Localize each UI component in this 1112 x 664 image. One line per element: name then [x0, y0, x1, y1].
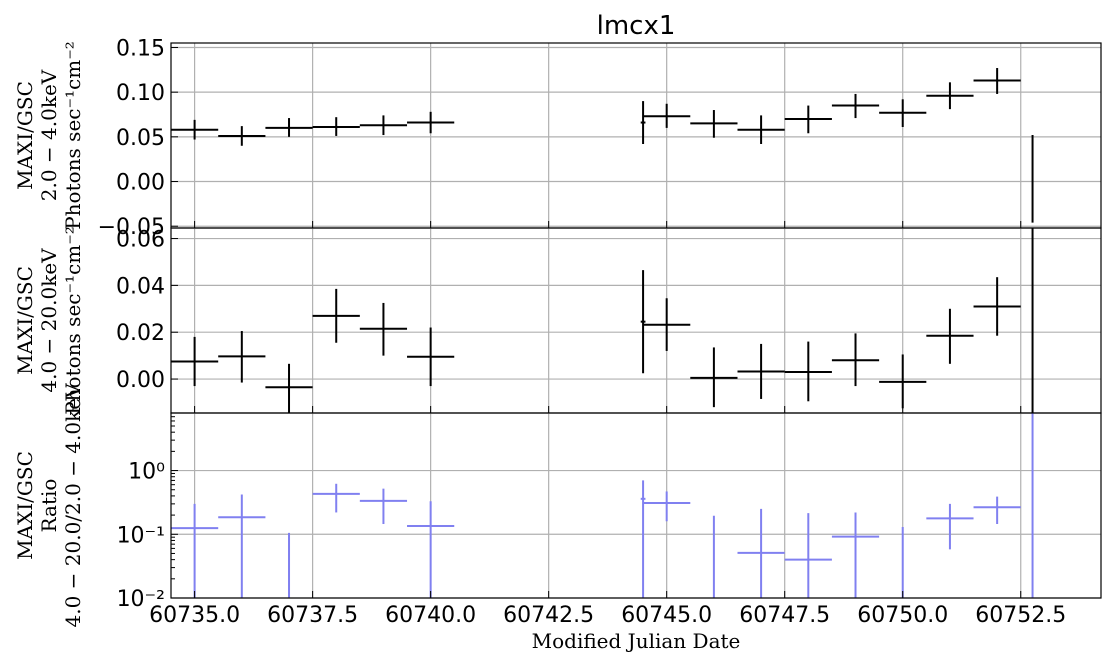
y-axis-label-line: Photons sec⁻¹cm⁻² [61, 41, 85, 230]
x-tick-label: 60747.5 [739, 603, 830, 628]
y-axis-label-line: 4.0 − 20.0/2.0 − 4.0keV [61, 383, 85, 628]
x-tick-label: 60742.5 [503, 603, 594, 628]
y-axis-label-line: MAXI/GSC [13, 266, 37, 375]
x-tick-label: 60750.0 [857, 603, 948, 628]
data-point [926, 503, 974, 550]
data-point [218, 126, 266, 146]
data-point [171, 336, 219, 387]
y-axis-label-line: MAXI/GSC [13, 451, 37, 560]
data-point [690, 347, 738, 408]
data-point [407, 327, 455, 387]
y-axis-label-line: MAXI/GSC [13, 81, 37, 190]
data-point [359, 488, 408, 524]
data-point [640, 101, 646, 144]
data-point [973, 496, 1021, 524]
y-tick-label: 0.05 [116, 126, 165, 151]
panel-1: −0.05 0.00 0.05 0.10 0.15 MAXI/GSC 2.0 − 4.0ke… [13, 36, 1102, 240]
y-tick-label: 0.02 [116, 321, 165, 346]
y-tick-label: 0.06 [116, 228, 165, 253]
data-point [879, 99, 927, 128]
x-axis-label: Modified Julian Date [532, 629, 741, 653]
data-point [879, 354, 927, 409]
x-tick-label: 60745.0 [621, 603, 712, 628]
data-point [640, 480, 646, 598]
data-point [973, 277, 1021, 336]
data-point [926, 308, 974, 364]
y-axis-label-line: Ratio [37, 479, 61, 533]
panel-frame [170, 42, 1102, 229]
data-point [643, 103, 691, 128]
data-point [265, 363, 313, 413]
data-point [643, 298, 691, 351]
data-point [643, 491, 691, 522]
x-tick-label: 60737.5 [267, 603, 358, 628]
data-point [171, 119, 219, 140]
data-point [784, 513, 832, 598]
data-point [359, 115, 408, 136]
y-tick-label: 0.04 [116, 274, 165, 299]
panel-frame [170, 412, 1102, 599]
data-point [312, 483, 360, 513]
data-point [312, 288, 360, 343]
y-tick-label: 0.00 [116, 171, 165, 196]
data-point [784, 341, 832, 402]
data-point [171, 503, 219, 598]
data-point [737, 508, 785, 598]
y-tick-label: −0.05 [98, 215, 165, 240]
data-point [218, 494, 266, 598]
data-point [784, 105, 832, 134]
data-point [831, 333, 880, 387]
panel-3: 10⁻² 10⁻¹ 10⁰ MAXI/GSC Ratio 4.0 − 20.0/2.0 −… [13, 383, 1102, 628]
data-point [737, 343, 785, 399]
y-tick-label: 10⁻² [117, 587, 165, 612]
y-tick-label: 0.10 [116, 81, 165, 106]
y-tick-label: 0.15 [116, 36, 165, 61]
data-point [973, 68, 1021, 94]
y-axis-label-line: Photons sec⁻¹cm⁻² [61, 226, 85, 415]
data-point [831, 512, 880, 598]
panel-frame [170, 227, 1102, 414]
chart-title: lmcx1 [597, 11, 676, 41]
y-tick-label: 0.00 [116, 368, 165, 393]
x-tick-labels: 60735.0 60737.5 60740.0 60742.5 60745.0 60747… [149, 603, 1066, 628]
data-point [312, 117, 360, 136]
y-tick-label: 10⁻¹ [117, 523, 165, 548]
data-point [926, 82, 974, 110]
data-point [690, 110, 738, 138]
data-point [407, 111, 455, 134]
data-point [831, 93, 880, 119]
data-point [737, 115, 785, 144]
data-point [359, 302, 408, 356]
x-tick-label: 60740.0 [385, 603, 476, 628]
data-point [218, 331, 266, 383]
data-point [407, 501, 455, 598]
x-tick-label: 60752.5 [975, 603, 1066, 628]
y-axis-label-line: 4.0 − 20.0keV [37, 248, 61, 393]
y-tick-label: 10⁰ [128, 460, 165, 485]
x-tick-label: 60735.0 [149, 603, 240, 628]
data-point [640, 270, 646, 374]
panel-2: 0.00 0.02 0.04 0.06 MAXI/GSC 4.0 − 20.0keV Pho… [13, 226, 1102, 415]
y-axis-label-line: 2.0 − 4.0keV [37, 69, 61, 201]
data-point [265, 118, 313, 137]
